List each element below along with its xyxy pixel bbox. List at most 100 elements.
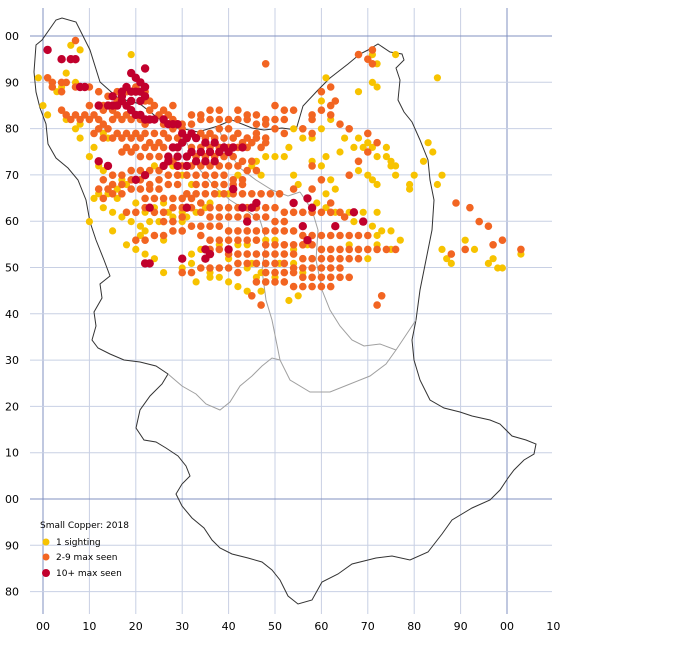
sighting-dot-mid [173, 180, 182, 189]
y-tick-label: 00 [5, 493, 19, 506]
sighting-dot-mid [317, 245, 326, 254]
sighting-dot-mid [210, 190, 219, 198]
sighting-dot-mid [248, 138, 256, 147]
sighting-dot-mid [238, 180, 247, 189]
sighting-dot-mid [108, 180, 117, 189]
sighting-dot-mid [345, 254, 354, 263]
sighting-dot-mid [183, 171, 191, 179]
sighting-dot-mid [224, 236, 233, 244]
x-tick-label: 30 [175, 620, 189, 633]
sighting-dot-one [76, 134, 84, 142]
sighting-dot-mid [271, 268, 279, 277]
sighting-dot-mid [289, 106, 298, 114]
sighting-dot-mid [252, 111, 261, 119]
sighting-dot-mid [215, 106, 224, 114]
sighting-dot-mid [169, 203, 177, 212]
sighting-dot-one [327, 176, 335, 184]
sighting-dot-mid [336, 231, 344, 240]
sighting-dot-mid [155, 152, 163, 161]
sighting-dot-mid [299, 264, 307, 272]
sighting-dot-mid [159, 106, 168, 114]
sighting-dot-mid [141, 129, 149, 138]
sighting-dot-one [368, 143, 376, 151]
sighting-dot-mid [145, 138, 154, 147]
sighting-dot-mid [377, 292, 386, 300]
sighting-dot-mid [192, 190, 200, 198]
sighting-dot-one [215, 273, 223, 281]
sighting-dot-mid [257, 301, 265, 309]
district-boundary [179, 127, 417, 393]
sighting-dot-high [113, 101, 122, 110]
sighting-dot-one [373, 231, 381, 240]
sighting-dot-mid [299, 208, 307, 217]
sighting-dot-mid [113, 129, 121, 138]
sighting-dot-mid [122, 143, 131, 152]
y-tick-label: 50 [5, 262, 19, 275]
sighting-dot-mid [150, 143, 159, 152]
sighting-dot-mid [364, 148, 372, 156]
sighting-dot-one [271, 153, 279, 161]
sighting-dot-mid [354, 245, 363, 254]
x-tick-label: 60 [314, 620, 328, 633]
sighting-dot-mid [197, 222, 205, 230]
sighting-dot-one [392, 171, 400, 179]
sighting-dot-mid [127, 134, 135, 142]
sighting-dot-mid [67, 115, 75, 124]
sighting-dot-mid [252, 236, 261, 244]
sighting-dot-high [136, 87, 145, 96]
sighting-dot-one [433, 180, 441, 189]
district-boundary-south [167, 357, 281, 411]
sighting-dot-one [406, 185, 414, 193]
sighting-dot-mid [118, 148, 126, 156]
sighting-dot-mid [280, 241, 289, 249]
sighting-dot-mid [234, 236, 242, 244]
sighting-dot-mid [164, 180, 173, 189]
sighting-dot-mid [178, 213, 186, 221]
sighting-dot-mid [224, 264, 233, 272]
sighting-dot-one [136, 222, 144, 230]
sighting-dot-one [290, 125, 298, 133]
sighting-dot-high [215, 147, 224, 157]
sighting-dot-one [443, 255, 451, 263]
sighting-dot-mid [261, 278, 270, 286]
sighting-dot-mid [99, 176, 108, 184]
sighting-dot-mid [261, 227, 270, 235]
sighting-dot-mid [261, 268, 270, 277]
sighting-dot-high [164, 152, 173, 161]
sighting-dot-mid [183, 190, 191, 198]
sighting-dot-mid [484, 222, 493, 230]
sighting-dot-one [67, 41, 75, 49]
sighting-dot-mid [466, 203, 474, 212]
sighting-dot-one [109, 208, 117, 216]
sighting-dot-mid [280, 278, 289, 286]
y-tick-label: 20 [5, 400, 19, 413]
sighting-dot-mid [354, 254, 363, 263]
sighting-dot-mid [373, 138, 381, 147]
sighting-dot-mid [224, 227, 233, 235]
sighting-dot-mid [164, 134, 173, 142]
sighting-dot-one [262, 153, 270, 161]
sighting-dot-mid [178, 227, 186, 235]
sighting-dot-mid [271, 217, 279, 226]
sighting-dot-one [257, 171, 265, 179]
sighting-dot-mid [354, 231, 363, 240]
sighting-dot-high [201, 254, 210, 263]
sighting-dot-high [289, 198, 298, 208]
sighting-dot-mid [261, 259, 270, 268]
legend-label-mid: 2-9 max seen [56, 553, 118, 563]
sighting-dot-mid [364, 129, 372, 138]
sighting-dot-one [424, 139, 432, 147]
sighting-dot-mid [243, 115, 251, 124]
sighting-dot-mid [234, 129, 242, 138]
sighting-dot-one [354, 167, 363, 175]
sighting-dot-high [173, 161, 182, 171]
sighting-dot-one [234, 283, 242, 291]
sighting-dot-mid [280, 227, 289, 235]
sighting-dot-mid [317, 254, 326, 263]
sighting-dot-mid [373, 301, 381, 309]
sighting-dot-mid [368, 60, 377, 68]
sighting-dot-mid [210, 180, 219, 189]
sighting-dot-mid [136, 152, 145, 161]
sighting-dot-mid [289, 250, 298, 258]
legend: Small Copper: 2018 1 sighting 2-9 max se… [40, 521, 129, 579]
